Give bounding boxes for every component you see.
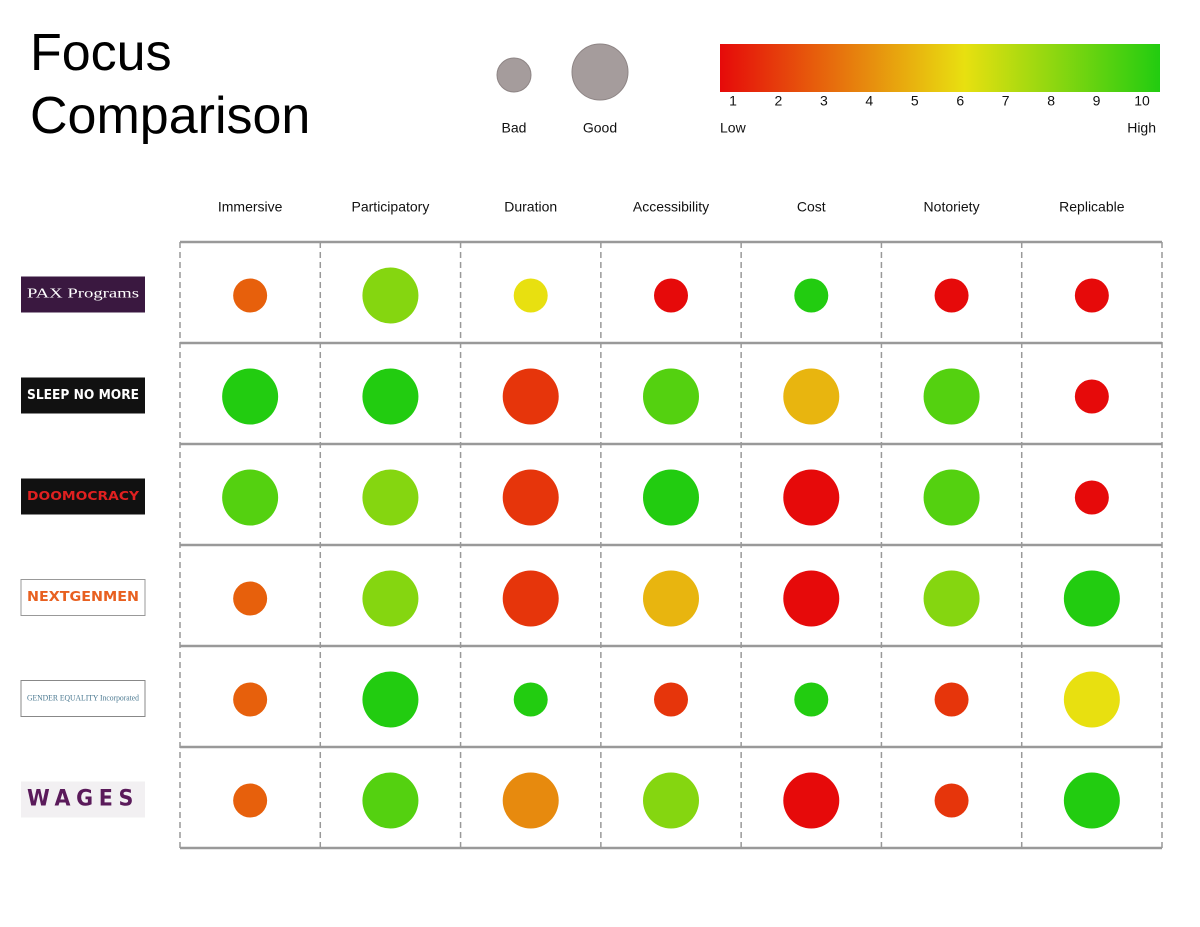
score-dot — [502, 772, 559, 829]
column-header: Replicable — [1059, 199, 1125, 215]
column-header: Duration — [504, 199, 557, 215]
chart-title: Focus Comparison — [30, 24, 311, 145]
score-dot — [502, 570, 559, 627]
color-tick-label: 2 — [775, 93, 783, 109]
score-dot — [233, 581, 268, 616]
score-dot — [1063, 671, 1120, 728]
score-dot — [923, 368, 980, 425]
score-dot — [222, 469, 279, 526]
score-dot — [643, 368, 699, 425]
score-dot — [1074, 278, 1109, 313]
color-tick-label: 3 — [820, 93, 828, 109]
score-dot — [783, 368, 840, 425]
score-dot — [934, 278, 969, 313]
score-dot — [362, 671, 419, 728]
score-dot — [1063, 772, 1120, 829]
score-dot — [362, 570, 419, 627]
color-tick-label: 10 — [1134, 93, 1150, 109]
column-header: Cost — [797, 199, 826, 215]
size-legend-dot — [496, 57, 532, 93]
color-tick-label: 5 — [911, 93, 919, 109]
row-logo-box — [21, 781, 145, 818]
score-dot — [362, 267, 419, 324]
score-dot — [783, 469, 840, 526]
score-dot — [654, 278, 688, 313]
score-dot — [502, 368, 559, 425]
score-dot — [783, 570, 840, 627]
color-tick-label: 1 — [729, 93, 737, 109]
column-header: Accessibility — [633, 199, 709, 215]
score-dot — [513, 682, 548, 717]
score-dot — [934, 682, 969, 717]
row-logo: PAX Programs — [27, 287, 139, 302]
color-tick-label: 8 — [1047, 93, 1055, 109]
color-scale-bar — [720, 44, 1160, 92]
score-dot — [222, 368, 279, 425]
row-logo: NEXTGENMEN — [27, 590, 139, 605]
column-header: Notoriety — [924, 199, 980, 215]
row-logo: WAGES — [27, 787, 139, 812]
score-dot — [923, 570, 980, 627]
score-dot — [643, 772, 699, 829]
row-logo-box — [21, 478, 145, 515]
row-logo-box — [20, 680, 146, 717]
color-low-label: Low — [720, 120, 747, 136]
score-dot — [643, 570, 699, 627]
score-dot — [923, 469, 980, 526]
color-tick-label: 9 — [1093, 93, 1101, 109]
column-header: Participatory — [352, 199, 430, 215]
score-dot — [233, 278, 268, 313]
color-tick-label: 7 — [1002, 93, 1010, 109]
row-logo: SLEEP NO MORE — [27, 388, 139, 403]
score-dot — [1063, 570, 1120, 627]
color-tick-label: 4 — [865, 93, 873, 109]
score-dot — [794, 682, 829, 717]
size-legend-dot — [571, 43, 629, 101]
row-logo-box — [20, 579, 146, 616]
score-dot — [783, 772, 840, 829]
score-dot — [362, 368, 419, 425]
row-logo-box — [21, 276, 145, 313]
score-dot — [502, 469, 559, 526]
score-dot — [1074, 379, 1109, 414]
row-logo: GENDER EQUALITY Incorporated — [27, 693, 139, 702]
score-dot — [362, 469, 419, 526]
size-legend-label: Bad — [502, 120, 527, 136]
score-dot — [233, 682, 268, 717]
column-header: Immersive — [218, 199, 283, 215]
row-logo: DOOMOCRACY — [27, 489, 139, 503]
score-dot — [794, 278, 829, 313]
color-tick-label: 6 — [956, 93, 964, 109]
score-dot — [654, 682, 688, 717]
size-legend-label: Good — [583, 120, 617, 136]
score-dot — [643, 469, 699, 526]
score-dot — [513, 278, 548, 313]
score-dot — [233, 783, 268, 818]
score-dot — [362, 772, 419, 829]
score-dot — [1074, 480, 1109, 515]
color-high-label: High — [1127, 120, 1156, 136]
score-dot — [934, 783, 969, 818]
row-logo-box — [21, 377, 145, 414]
